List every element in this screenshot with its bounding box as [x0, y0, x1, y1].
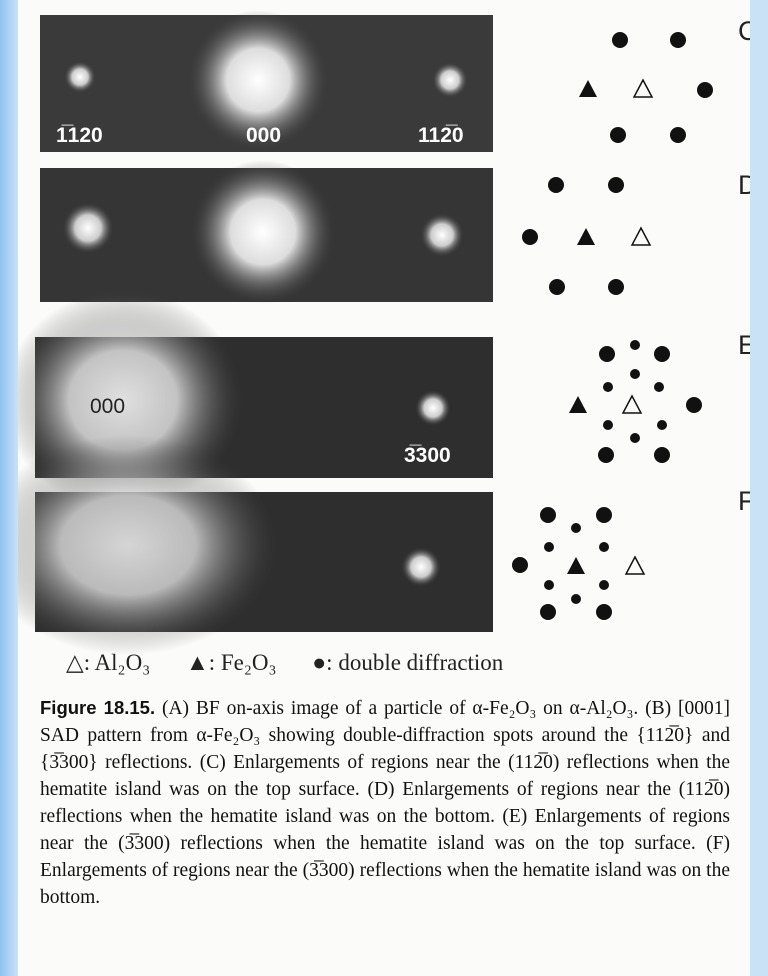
panel-label: 1̅120 [56, 124, 103, 147]
panel-letter: D [738, 170, 750, 200]
caption: Figure 18.15. (A) BF on-axis image of a … [40, 694, 730, 911]
page: 1̅120 000 112̅0 000 3̅300 C D E F △: Al₂… [0, 0, 768, 976]
panel-letter: E [738, 330, 750, 360]
diagram-d [522, 177, 650, 295]
caption-label: Figure 18.15. [40, 697, 155, 718]
caption-text: (A) BF on-axis image of a particle of α-… [40, 698, 730, 908]
panel-label: 112̅0 [418, 124, 464, 147]
legend-item: ▲: Fe₂O₃ [186, 650, 277, 675]
diagram-c [579, 32, 713, 143]
paper-page: 1̅120 000 112̅0 000 3̅300 C D E F △: Al₂… [18, 0, 750, 976]
panel-label: 000 [90, 395, 125, 418]
panel-letter: F [738, 486, 750, 516]
legend: △: Al₂O₃ ▲: Fe₂O₃ ●: double diffraction [66, 650, 533, 676]
legend-item: △: Al₂O₃ [66, 650, 150, 675]
panel-letter: C [738, 16, 750, 46]
panel-label: 000 [246, 124, 281, 147]
diagram-f [512, 507, 644, 620]
legend-item: ●: double diffraction [312, 650, 503, 675]
panel-label: 3̅300 [404, 444, 451, 467]
diagram-e [569, 340, 702, 463]
